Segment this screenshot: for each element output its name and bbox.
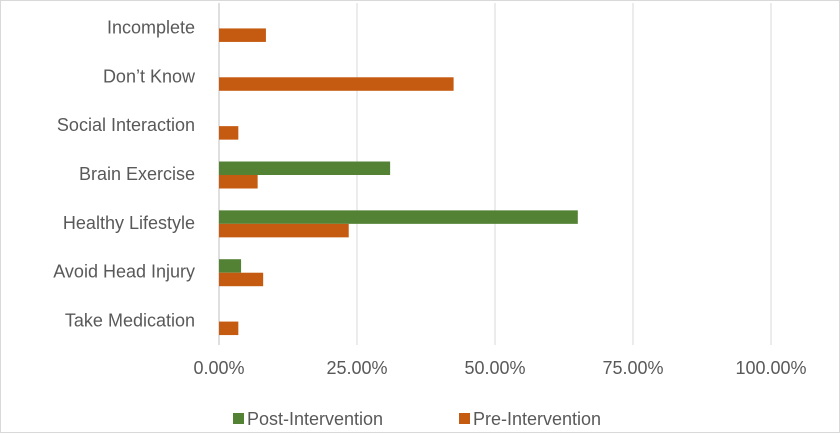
bar-post-intervention-healthy-lifestyle [219, 210, 578, 224]
bars [219, 28, 578, 336]
category-label-avoid-head-injury: Avoid Head Injury [53, 262, 195, 282]
legend-label-post-intervention: Post-Intervention [247, 409, 383, 429]
tick-labels: 0.00% 25.00% 50.00% 75.00% 100.00% [193, 358, 806, 378]
x-tick-label: 50.00% [464, 358, 525, 378]
category-label-social-interaction: Social Interaction [57, 115, 195, 135]
x-tick-label: 25.00% [326, 358, 387, 378]
bar-pre-intervention-healthy-lifestyle [219, 223, 349, 238]
x-tick-label: 0.00% [193, 358, 244, 378]
x-tick-label: 75.00% [602, 358, 663, 378]
bar-post-intervention-avoid-head-injury [219, 259, 242, 273]
legend-swatch-pre-intervention [459, 413, 470, 424]
bar-pre-intervention-don-t-know [219, 77, 454, 91]
bar-pre-intervention-social-interaction [219, 126, 239, 140]
bar-pre-intervention-brain-exercise [219, 175, 258, 189]
category-label-brain-exercise: Brain Exercise [79, 164, 195, 184]
category-label-take-medication: Take Medication [65, 311, 195, 331]
legend-label-pre-intervention: Pre-Intervention [473, 409, 601, 429]
category-label-don-t-know: Don’t Know [103, 66, 196, 86]
bar-post-intervention-brain-exercise [219, 161, 391, 175]
legend-swatch-post-intervention [233, 413, 244, 424]
bar-pre-intervention-avoid-head-injury [219, 272, 264, 287]
x-tick-label: 100.00% [735, 358, 806, 378]
category-label-healthy-lifestyle: Healthy Lifestyle [63, 213, 195, 233]
bar-pre-intervention-incomplete [219, 28, 266, 42]
category-label-incomplete: Incomplete [107, 17, 195, 37]
gridlines [218, 3, 772, 345]
bar-pre-intervention-take-medication [219, 321, 239, 336]
legend: Post-Intervention Pre-Intervention [233, 409, 601, 429]
category-labels: Incomplete Don’t Know Social Interaction Br… [53, 17, 196, 330]
